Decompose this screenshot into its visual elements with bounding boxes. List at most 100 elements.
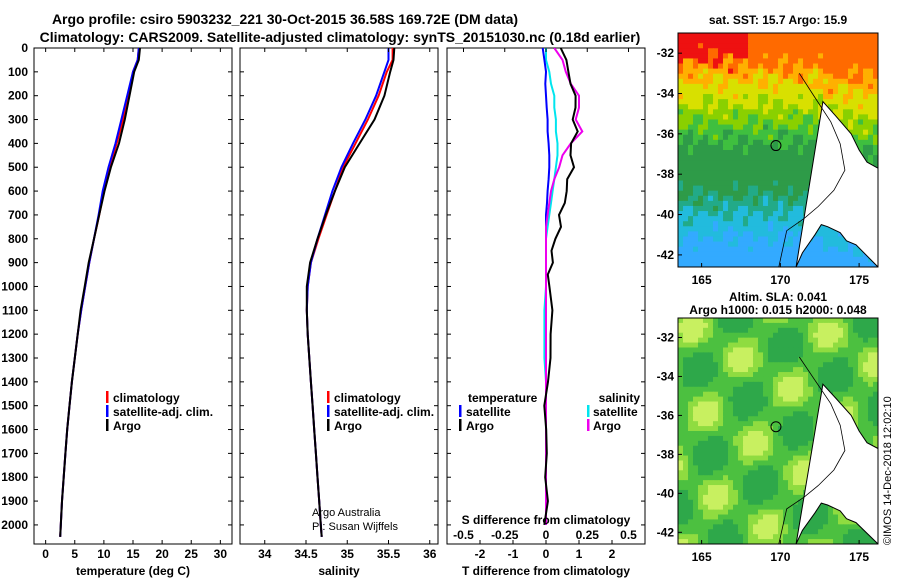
map-cell [753, 318, 759, 324]
map-cell [793, 426, 799, 432]
map-cell [733, 489, 739, 496]
map-cell [793, 129, 799, 136]
map-cell [683, 352, 689, 358]
map-cell [843, 381, 849, 388]
map-cell [718, 509, 724, 516]
map-cell [768, 435, 774, 442]
map-cell [758, 246, 764, 253]
map-cell [843, 386, 849, 393]
map-cell [723, 185, 729, 192]
map-cell [703, 391, 709, 398]
map-cell [808, 114, 814, 120]
map-cell [843, 401, 849, 407]
map-cell [693, 129, 699, 136]
map-cell [793, 33, 799, 39]
map-cell [853, 534, 859, 540]
map-cell [848, 411, 854, 417]
map-cell [818, 372, 824, 378]
map-cell [803, 195, 809, 202]
map-cell [753, 416, 759, 422]
map-cell [848, 83, 854, 90]
map-cell [693, 445, 699, 452]
map-cell [713, 426, 719, 432]
map-cell [713, 411, 719, 417]
map-cell [823, 539, 829, 544]
map-cell [763, 180, 769, 187]
map-cell [793, 241, 799, 248]
map-cell [758, 401, 764, 407]
map-cell [768, 195, 774, 202]
map-cell [738, 256, 744, 263]
map-cell [788, 68, 794, 75]
map-cell [783, 124, 789, 131]
map-cell [703, 205, 709, 212]
map-cell [783, 246, 789, 253]
map-cell [783, 396, 789, 403]
map-cell [858, 357, 864, 363]
map-cell [753, 175, 759, 182]
map-cell [808, 406, 814, 412]
map-cell [788, 421, 794, 427]
x-tick-label: 25 [185, 547, 199, 561]
map-cell [788, 524, 794, 530]
map-cell [693, 352, 699, 358]
map-cell [788, 440, 794, 447]
map-cell [803, 342, 809, 348]
map-cell [788, 256, 794, 263]
map-cell [688, 63, 694, 70]
map-cell [723, 386, 729, 393]
map-cell [793, 465, 799, 471]
map-cell [808, 376, 814, 383]
map-cell [768, 241, 774, 248]
map-cell [858, 376, 864, 383]
x-tick-label: 2 [609, 547, 616, 561]
map-cell [693, 165, 699, 171]
map-cell [728, 342, 734, 348]
map-cell [718, 139, 724, 146]
map-cell [788, 460, 794, 466]
map-cell [788, 211, 794, 217]
map-cell [698, 475, 704, 481]
map-cell [693, 241, 699, 248]
map-cell [703, 376, 709, 383]
map-cell [778, 48, 784, 54]
map-cell [758, 347, 764, 353]
map-cell [843, 396, 849, 403]
map-cell [873, 327, 878, 334]
map-cell [783, 362, 789, 368]
map-cell [768, 246, 774, 253]
map-x-tick-label: 175 [849, 273, 869, 287]
map-cell [758, 124, 764, 131]
map-cell [738, 489, 744, 496]
map-cell [783, 499, 789, 506]
map-cell [813, 261, 819, 267]
map-cell [823, 367, 829, 373]
map-cell [763, 68, 769, 75]
map-cell [733, 53, 739, 59]
map-cell [838, 332, 844, 339]
map-cell [773, 421, 779, 427]
map-cell [773, 94, 779, 100]
map-cell [758, 406, 764, 412]
map-cell [833, 529, 839, 535]
map-cell [703, 155, 709, 161]
map-cell [808, 139, 814, 146]
map-cell [708, 63, 714, 70]
map-cell [748, 470, 754, 476]
map-cell [758, 519, 764, 525]
map-cell [833, 391, 839, 398]
map-cell [788, 529, 794, 535]
map-cell [843, 337, 849, 344]
map-cell [758, 499, 764, 506]
map-cell [773, 180, 779, 187]
map-cell [693, 170, 699, 176]
map-cell [773, 241, 779, 248]
depth-tick-label: 1700 [1, 446, 28, 460]
map-cell [693, 426, 699, 432]
map-cell [808, 534, 814, 540]
map-cell [808, 322, 814, 329]
map-cell [683, 68, 689, 75]
s-tick-label: 0.25 [576, 528, 600, 542]
map-cell [848, 318, 854, 324]
map-cell [703, 241, 709, 248]
